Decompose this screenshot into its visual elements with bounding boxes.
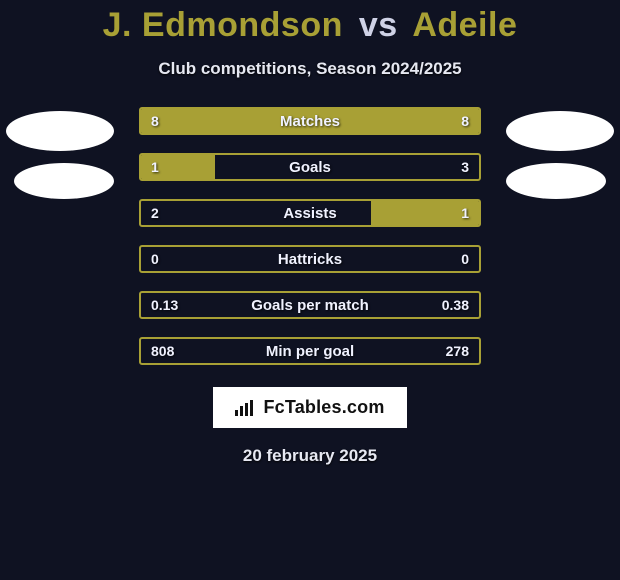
date-label: 20 february 2025 [0,446,620,466]
player2-name: Adeile [412,6,517,44]
stat-value-right: 0.38 [432,293,479,317]
title: J. Edmondson vs Adeile [0,0,620,45]
brand-text: FcTables.com [263,397,384,418]
stat-row: 0.13 0.38Goals per match [139,291,481,319]
stat-value-left: 2 [141,201,169,225]
stat-row: 808 278Min per goal [139,337,481,365]
stat-value-right: 278 [436,339,479,363]
stat-row: 0 0Hattricks [139,245,481,273]
stat-fill-left [141,109,310,133]
stat-fill-left [141,155,215,179]
subtitle: Club competitions, Season 2024/2025 [0,59,620,79]
stat-value-right: 0 [451,247,479,271]
stat-value-left: 0 [141,247,169,271]
vs-label: vs [359,6,398,44]
stat-fill-right [371,201,479,225]
stat-label: Goals per match [141,293,479,317]
player2-avatar-placeholder-2 [506,163,606,199]
player2-avatar-placeholder [506,111,614,151]
player1-avatar-placeholder-2 [14,163,114,199]
stat-row: 88Matches [139,107,481,135]
stat-row: 13Goals [139,153,481,181]
stat-label: Min per goal [141,339,479,363]
bars-container: 88Matches 13Goals 21Assists 0 0Hattricks 0.13… [139,107,481,365]
stat-value-left: 0.13 [141,293,188,317]
chart-logo-icon [235,400,255,416]
player1-name: J. Edmondson [103,6,343,44]
stat-fill-right [310,109,479,133]
stat-value-right: 3 [451,155,479,179]
player1-avatar-placeholder [6,111,114,151]
comparison-card: J. Edmondson vs Adeile Club competitions… [0,0,620,580]
chart-area: 88Matches 13Goals 21Assists 0 0Hattricks 0.13… [0,107,620,365]
stat-value-left: 808 [141,339,184,363]
stat-label: Hattricks [141,247,479,271]
brand-badge: FcTables.com [213,387,406,428]
stat-row: 21Assists [139,199,481,227]
